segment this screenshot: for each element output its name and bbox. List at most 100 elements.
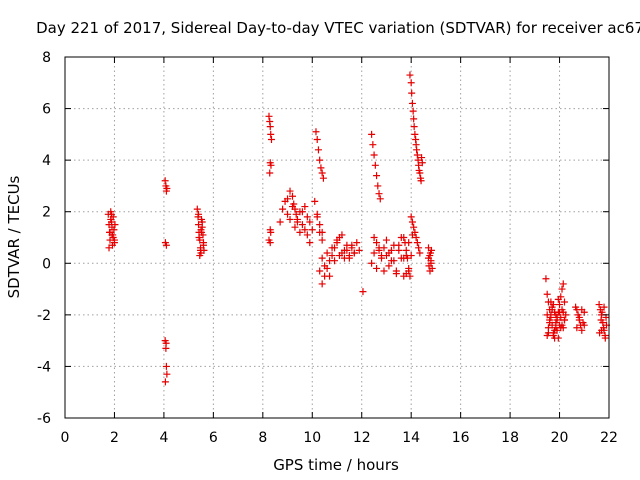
data-point <box>578 326 586 334</box>
data-point <box>107 210 115 218</box>
data-point <box>308 226 316 234</box>
data-point <box>105 244 113 252</box>
data-point <box>266 239 274 247</box>
data-point <box>317 164 325 172</box>
y-tick-label: -2 <box>37 308 51 324</box>
data-point <box>267 130 275 138</box>
data-point <box>400 234 408 241</box>
data-point <box>162 339 170 347</box>
data-point <box>343 246 351 254</box>
data-point <box>401 239 409 247</box>
data-point <box>316 221 324 229</box>
data-point <box>408 218 416 226</box>
data-point <box>548 303 556 311</box>
data-point <box>426 267 434 275</box>
data-point <box>411 130 419 138</box>
data-point <box>267 136 275 144</box>
data-point <box>267 161 275 169</box>
data-point <box>558 285 566 293</box>
data-point <box>560 316 568 324</box>
data-point <box>408 89 416 97</box>
y-tick-label: 0 <box>42 256 51 272</box>
data-point <box>418 154 426 162</box>
data-point <box>544 329 552 337</box>
data-point <box>316 267 324 275</box>
data-point <box>197 246 205 254</box>
data-point <box>193 205 201 213</box>
data-point <box>405 267 413 275</box>
y-tick-labels: -6 -4 -2 0 2 4 6 8 <box>37 50 51 427</box>
data-point <box>427 246 435 254</box>
data-point <box>298 221 306 229</box>
data-point <box>163 370 171 378</box>
data-point <box>411 228 419 236</box>
data-point <box>578 306 586 314</box>
data-point <box>328 252 336 260</box>
data-point <box>333 239 341 247</box>
data-point <box>402 246 410 254</box>
x-tick-label: 6 <box>209 430 218 446</box>
data-point <box>413 151 421 159</box>
x-tick-label: 0 <box>61 430 70 446</box>
data-point <box>418 159 426 167</box>
data-point <box>543 311 551 319</box>
data-point <box>556 301 564 309</box>
data-point <box>355 246 363 254</box>
data-point <box>543 290 551 298</box>
data-point <box>403 254 411 262</box>
data-point <box>374 182 382 190</box>
y-axis-label: SDTVAR / TECUs <box>5 175 23 298</box>
data-point <box>573 324 581 332</box>
data-point <box>598 326 606 334</box>
data-point <box>340 254 348 262</box>
data-point <box>291 223 299 231</box>
chart-title: Day 221 of 2017, Sidereal Day-to-day VTE… <box>36 19 640 37</box>
data-point <box>549 331 557 339</box>
y-tick-label: -6 <box>37 411 51 427</box>
data-point <box>293 218 301 226</box>
data-point <box>326 257 334 265</box>
data-point <box>425 262 433 270</box>
x-tick-label: 16 <box>452 430 470 446</box>
data-point <box>406 272 414 280</box>
data-point <box>265 112 273 120</box>
data-point <box>554 295 562 303</box>
data-point <box>318 228 326 236</box>
data-point <box>107 215 115 223</box>
data-point <box>319 174 327 182</box>
data-point <box>410 223 418 231</box>
data-point <box>196 252 204 260</box>
data-point <box>395 246 403 254</box>
data-point <box>318 169 326 177</box>
data-point <box>597 316 605 324</box>
data-point <box>316 156 324 164</box>
data-point <box>559 308 567 316</box>
x-axis-label: GPS time / hours <box>273 456 399 474</box>
plot-frame <box>64 56 610 419</box>
data-point <box>368 259 376 267</box>
data-point <box>286 187 294 195</box>
data-point <box>427 257 435 265</box>
data-point <box>161 177 169 185</box>
x-tick-label: 20 <box>551 430 569 446</box>
data-point <box>318 280 326 288</box>
data-point <box>162 362 170 370</box>
data-point <box>410 115 418 123</box>
data-point <box>348 241 356 249</box>
data-point <box>276 218 284 226</box>
data-point <box>368 130 376 138</box>
data-point <box>338 249 346 257</box>
y-tick-label: -4 <box>37 359 51 375</box>
data-point <box>407 213 415 221</box>
data-point <box>350 249 358 257</box>
data-point <box>331 244 339 252</box>
data-point <box>413 146 421 154</box>
grid-lines <box>65 57 609 418</box>
data-point <box>267 228 275 236</box>
data-point <box>370 234 378 241</box>
x-tick-label: 10 <box>303 430 321 446</box>
y-tick-label: 6 <box>42 102 51 118</box>
data-point <box>195 234 203 241</box>
data-point <box>373 172 381 180</box>
